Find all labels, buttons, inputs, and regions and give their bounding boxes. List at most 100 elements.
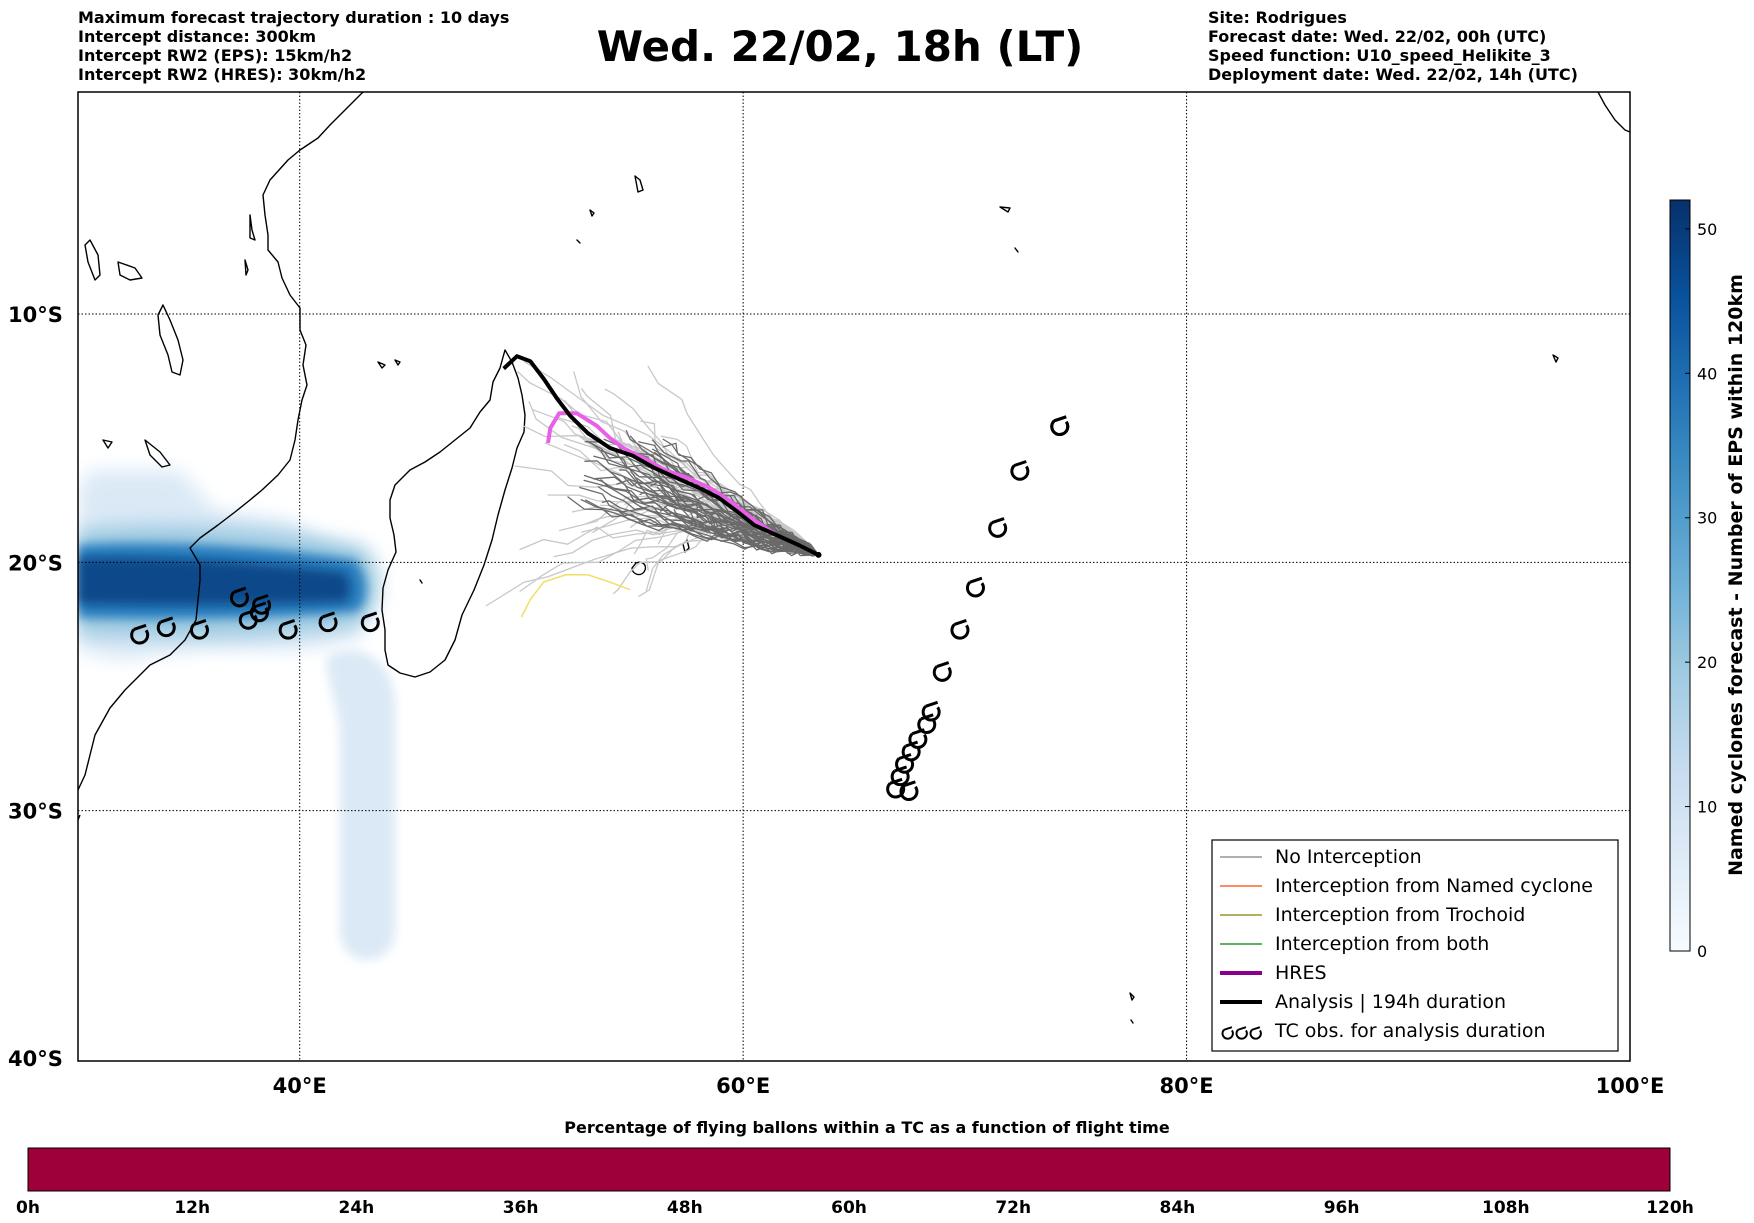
legend-label: Interception from Trochoid [1275, 904, 1525, 926]
legend-label: Interception from Named cyclone [1275, 875, 1593, 897]
legend-tc-symbol [1249, 1026, 1262, 1040]
header-left-line: Maximum forecast trajectory duration : 1… [78, 8, 510, 27]
timebar-tick-label: 60h [831, 1198, 867, 1218]
header-right-line: Speed function: U10_speed_Helikite_3 [1208, 46, 1551, 65]
ensemble-trajectory [580, 498, 819, 556]
legend-label: Analysis | 194h duration [1275, 991, 1506, 1013]
colorbar-tick-label: 30 [1697, 509, 1717, 528]
kerguelen-islands [1129, 992, 1135, 1024]
ensemble-trajectory [623, 495, 819, 556]
ensemble-trajectory [583, 479, 819, 556]
colorbar-tick-label: 40 [1697, 364, 1717, 383]
lake-malawi [157, 304, 184, 376]
header-left-line: Intercept RW2 (HRES): 30km/h2 [78, 65, 367, 84]
colorbar-tick-label: 20 [1697, 653, 1717, 672]
hres-trajectory [546, 411, 778, 537]
lon-tick-label: 80°E [1160, 1074, 1214, 1098]
legend-tc-symbol [1235, 1026, 1248, 1040]
header-right-line: Forecast date: Wed. 22/02, 00h (UTC) [1208, 27, 1547, 46]
timebar-tick-label: 24h [339, 1198, 375, 1218]
cyclone-density-field [78, 470, 396, 960]
timebar-tick-label: 120h [1646, 1198, 1694, 1218]
cocos-islands [1552, 354, 1559, 363]
tc-symbol [156, 616, 176, 638]
legend-label: Interception from both [1275, 933, 1489, 955]
timebar-tick-label: 12h [174, 1198, 210, 1218]
timebar-tick-label: 72h [995, 1198, 1031, 1218]
tc-symbol [917, 713, 937, 735]
colorbar-tick-label: 10 [1697, 798, 1717, 817]
map-grid [78, 92, 1630, 1061]
legend-label: HRES [1275, 962, 1327, 984]
analysis-trajectory [502, 354, 820, 557]
tc-symbol [988, 517, 1008, 538]
lake-tanganyika [84, 239, 101, 281]
ensemble-trajectory [584, 460, 819, 556]
tc-symbol [886, 777, 906, 799]
sumatra-tip [1597, 92, 1630, 133]
tc-symbol [895, 753, 915, 774]
timebar-tick-label: 0h [16, 1198, 40, 1218]
lake-victoria [117, 261, 143, 281]
lon-tick-label: 100°E [1596, 1074, 1665, 1098]
colorbar-tick-label: 50 [1697, 220, 1717, 239]
ensemble-trajectory [639, 505, 819, 556]
colorbar-tick-label: 0 [1697, 942, 1707, 961]
page-title: Wed. 22/02, 18h (LT) [596, 22, 1084, 71]
madagascar-coast [381, 349, 526, 678]
tc-symbol [1050, 415, 1070, 437]
ensemble-trajectory [651, 439, 819, 556]
ensemble-trajectory [603, 438, 819, 556]
map-frame [77, 91, 1631, 1062]
latitude-tick-labels: 10°S 20°S 30°S 40°S [8, 303, 63, 1071]
tc-symbol [921, 700, 941, 722]
legend-tc-symbol [1221, 1026, 1234, 1040]
tc-symbol [238, 609, 258, 630]
tc-symbol [899, 780, 919, 802]
mozambique-channel-isle [419, 579, 423, 584]
header-left-line: Intercept RW2 (EPS): 15km/h2 [78, 46, 353, 65]
map-legend: No Interception Interception from Named c… [1211, 839, 1619, 1052]
tc-symbol [318, 611, 338, 633]
tc-symbol [130, 623, 150, 645]
colorbar-label: Named cyclones forecast - Number of EPS … [1725, 274, 1747, 876]
tc-symbol [932, 661, 952, 682]
tc-symbol [229, 586, 249, 608]
ensemble-trajectory [663, 505, 819, 556]
timebar-tick-label: 48h [667, 1198, 703, 1218]
timebar-title: Percentage of flying ballons within a TC… [564, 1118, 1170, 1137]
legend-label: TC obs. for analysis duration [1274, 1020, 1546, 1042]
timebar-tick-label: 108h [1482, 1198, 1530, 1218]
lat-tick-label: 10°S [8, 303, 63, 327]
header-right-info: Site: Rodrigues Forecast date: Wed. 22/0… [1208, 8, 1578, 84]
timebar-tick-label: 84h [1160, 1198, 1196, 1218]
lake-kariba [144, 439, 171, 468]
seychelles [576, 175, 644, 244]
tc-symbol [360, 611, 380, 633]
header-left-info: Maximum forecast trajectory duration : 1… [78, 8, 509, 84]
trajectory-trochoid-light [520, 574, 631, 618]
legend-label: No Interception [1275, 846, 1422, 868]
density-colorbar: 0 10 20 30 40 50 Named cyclones forecast - Nu… [1669, 199, 1747, 961]
lat-tick-label: 20°S [8, 551, 63, 575]
tc-symbol [278, 618, 298, 640]
lat-tick-label: 40°S [8, 1047, 63, 1071]
tc-symbol [189, 618, 209, 640]
tc-symbol [950, 618, 970, 640]
tc-symbol [1010, 460, 1030, 481]
longitude-tick-labels: 40°E 60°E 80°E 100°E [273, 1074, 1665, 1098]
deployment-site-marker [815, 551, 822, 558]
chagos-islands [999, 206, 1019, 253]
pemba-zanzibar [244, 214, 256, 276]
ensemble-trajectory [623, 476, 819, 556]
tc-observations [130, 415, 1070, 802]
lon-tick-label: 40°E [273, 1074, 327, 1098]
comoros [377, 359, 401, 369]
header-right-line: Deployment date: Wed. 22/02, 14h (UTC) [1208, 65, 1578, 84]
tc-symbol [252, 594, 272, 615]
lat-tick-label: 30°S [8, 800, 63, 824]
lake-bangweulu [102, 439, 113, 449]
timebar-tick-label: 96h [1324, 1198, 1360, 1218]
timebar-tick-label: 36h [503, 1198, 539, 1218]
